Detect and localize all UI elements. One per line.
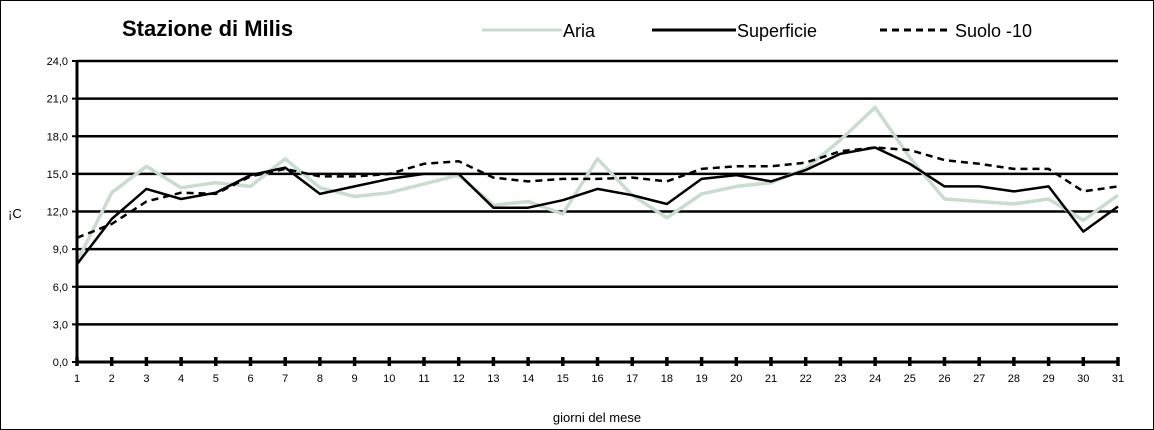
x-tick-label: 31 <box>1112 373 1124 385</box>
x-tick-label: 12 <box>453 373 465 385</box>
series-line-aria <box>75 105 1120 263</box>
x-tick-label: 8 <box>317 373 323 385</box>
x-tick-label: 26 <box>938 373 950 385</box>
x-tick-label: 21 <box>765 373 777 385</box>
y-tick-label: 12,0 <box>47 207 68 219</box>
y-tick-label: 0,0 <box>53 357 68 369</box>
x-tick-label: 20 <box>730 373 742 385</box>
y-tick-label: 15,0 <box>47 169 68 181</box>
y-tick-label: 18,0 <box>47 131 68 143</box>
x-tick-label: 16 <box>591 373 603 385</box>
x-tick-label: 4 <box>178 373 184 385</box>
x-tick-label: 17 <box>626 373 638 385</box>
y-axis-label: ¡C <box>8 206 22 221</box>
x-tick-label: 9 <box>352 373 358 385</box>
x-tick-label: 25 <box>904 373 916 385</box>
x-tick-label: 23 <box>834 373 846 385</box>
y-tick-label: 6,0 <box>53 282 68 294</box>
x-tick-label: 15 <box>557 373 569 385</box>
x-tick-label: 1 <box>74 373 80 385</box>
series-layer <box>75 105 1120 265</box>
x-tick-label: 14 <box>522 373 534 385</box>
x-tick-label: 27 <box>973 373 985 385</box>
y-tick-label: 9,0 <box>53 244 68 256</box>
x-tick-label: 28 <box>1008 373 1020 385</box>
x-tick-label: 3 <box>143 373 149 385</box>
y-tick-label: 3,0 <box>53 319 68 331</box>
x-tick-label: 2 <box>109 373 115 385</box>
x-tick-label: 10 <box>383 373 395 385</box>
legend-label-suolo: Suolo -10 <box>955 21 1032 41</box>
x-tick-label: 11 <box>418 373 429 385</box>
legend-label-aria: Aria <box>563 21 596 41</box>
gridlines <box>77 59 1118 326</box>
x-tick-label: 13 <box>487 373 499 385</box>
chart-title: Stazione di Milis <box>122 16 293 41</box>
legend: Aria Superficie Suolo -10 <box>482 21 1032 41</box>
x-tick-label: 19 <box>695 373 707 385</box>
x-tick-label: 30 <box>1077 373 1089 385</box>
x-tick-label: 5 <box>213 373 219 385</box>
series-line-superficie <box>76 146 1119 265</box>
x-tick-label: 24 <box>869 373 881 385</box>
y-tick-label: 24,0 <box>47 56 68 68</box>
x-tick-label: 6 <box>247 373 253 385</box>
x-tick-label: 7 <box>282 373 288 385</box>
legend-label-superficie: Superficie <box>737 21 817 41</box>
x-tick-label: 22 <box>800 373 812 385</box>
series-line-suolo <box>76 146 1119 239</box>
y-tick-label: 21,0 <box>47 94 68 106</box>
x-tick-label: 29 <box>1042 373 1054 385</box>
x-axis-label: giorni del mese <box>553 410 641 425</box>
x-tick-label: 18 <box>661 373 673 385</box>
